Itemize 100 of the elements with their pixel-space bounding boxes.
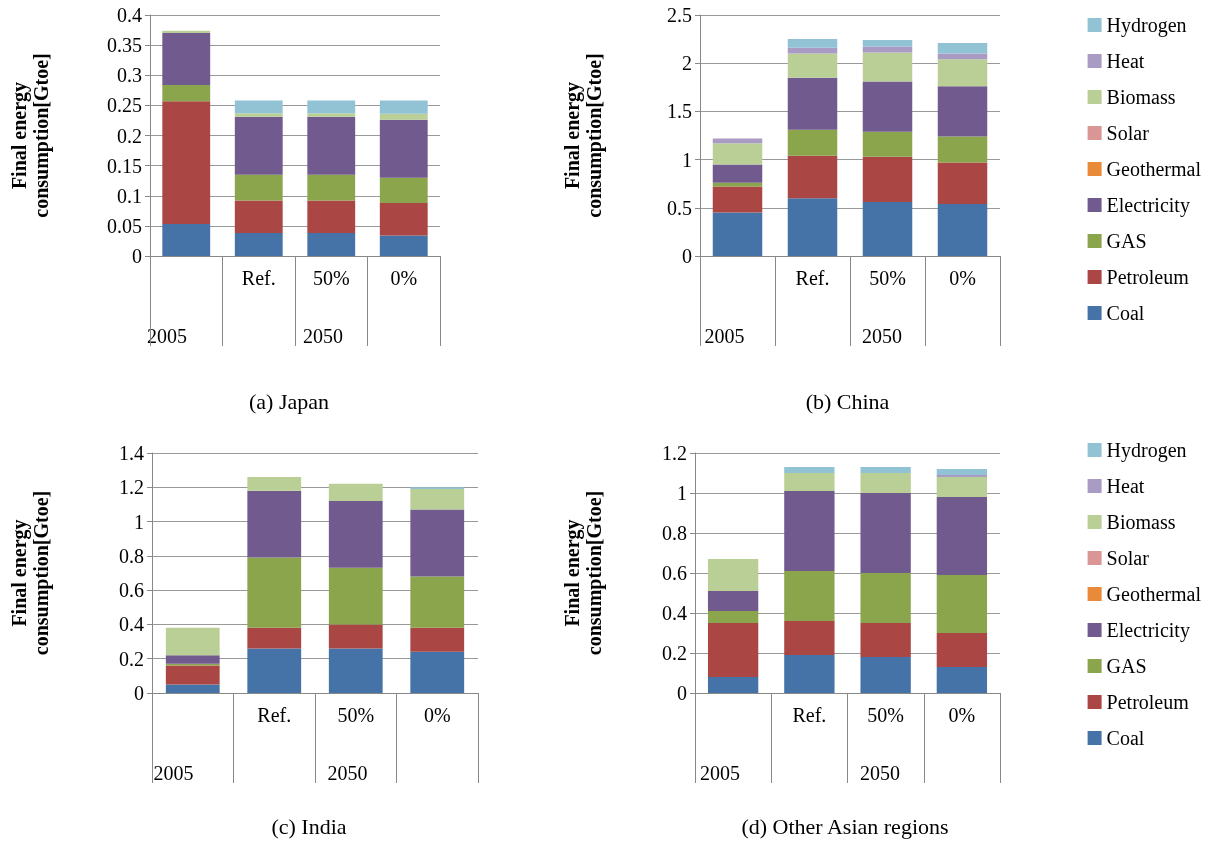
bar: [707, 591, 759, 611]
bar: [247, 648, 302, 693]
bar: [712, 212, 763, 256]
text: 2050: [327, 762, 368, 784]
bar: [234, 100, 283, 114]
y-tick-label: 0.8: [119, 544, 144, 567]
y-tick-label: 0.4: [662, 602, 687, 624]
text: (b) China: [805, 388, 890, 414]
x-tick-label: 0%: [949, 267, 976, 289]
bar: [165, 655, 220, 664]
y-tick-label: 2.5: [667, 4, 692, 26]
x-tick-label: 50%: [867, 704, 904, 726]
bar: [787, 155, 838, 199]
bar: [712, 186, 763, 213]
y-axis-title: Final energy consumption[Gtoe]: [8, 53, 53, 218]
bar: [307, 100, 356, 114]
x-tick-label: Ref.: [795, 267, 830, 289]
legend-label: Hydrogen: [1106, 439, 1187, 462]
y-axis-title: Final energy consumption[Gtoe]: [8, 490, 53, 656]
legend-label: Heat: [1106, 475, 1145, 497]
bar: [162, 84, 211, 102]
bar: [410, 509, 465, 577]
text: 2005: [700, 762, 740, 784]
y-tick-label: 1: [682, 148, 692, 171]
y-tick-label: 0.15: [107, 154, 142, 177]
legend-label: Heat: [1106, 50, 1145, 72]
bar: [937, 203, 988, 256]
bar: [862, 46, 913, 53]
bar: [862, 40, 913, 47]
bar: [936, 633, 988, 667]
legend-label: Geothermal: [1106, 583, 1202, 605]
bar: [707, 677, 759, 693]
bar: [247, 627, 302, 649]
text: (a) Japan: [248, 388, 330, 414]
bar: [410, 651, 465, 693]
bar: [379, 235, 428, 256]
bar: [247, 477, 302, 491]
bar: [712, 143, 763, 165]
bar: [307, 233, 356, 256]
bar: [410, 627, 465, 652]
x-tick-label: 0%: [948, 704, 976, 726]
legend-label: Solar: [1106, 547, 1150, 569]
y-tick-label: 0.5: [667, 196, 692, 219]
x-tick-label: 50%: [337, 704, 375, 726]
bar: [234, 174, 283, 201]
text: 2050: [860, 762, 900, 784]
bar: [860, 473, 911, 493]
bar: [712, 182, 763, 187]
bar: [328, 501, 383, 568]
bar: [787, 39, 838, 48]
text: 2005: [147, 325, 187, 347]
x-tick-label: Ref.: [241, 267, 276, 289]
legend-label: GAS: [1106, 655, 1147, 677]
bar: [784, 655, 835, 693]
legend-label: Coal: [1106, 302, 1145, 324]
bar: [234, 113, 283, 117]
y-tick-label: 0: [132, 245, 142, 267]
y-tick-label: 1: [677, 482, 687, 504]
bar: [860, 623, 911, 657]
bar: [860, 493, 911, 573]
y-tick-label: 0.2: [117, 124, 142, 147]
bar: [937, 42, 988, 54]
bar: [787, 47, 838, 54]
y-tick-label: 1.2: [662, 442, 687, 464]
y-tick-label: 0.3: [117, 64, 142, 87]
y-tick-label: 0.2: [119, 647, 144, 670]
y-tick-label: 0: [682, 245, 692, 267]
y-tick-label: 0: [677, 682, 687, 704]
x-tick-label: 50%: [312, 267, 350, 289]
bar: [860, 573, 911, 623]
legend-label: Biomass: [1106, 511, 1176, 533]
bar: [936, 575, 988, 633]
bar: [937, 86, 988, 137]
legend-label: GAS: [1106, 230, 1147, 252]
bar: [707, 623, 759, 677]
bar: [247, 490, 302, 558]
bar: [936, 497, 988, 575]
x-tick-label: 50%: [869, 267, 906, 289]
y-tick-label: 0.2: [662, 642, 687, 664]
legend-label: Geothermal: [1106, 158, 1202, 180]
bar: [379, 119, 428, 178]
y-tick-label: 0.25: [107, 94, 142, 117]
bar: [937, 162, 988, 204]
y-tick-label: 1.5: [667, 100, 692, 123]
bar: [787, 129, 838, 156]
legend-label: Biomass: [1106, 86, 1176, 108]
legend-label: Electricity: [1106, 619, 1190, 642]
bar: [936, 477, 988, 497]
bar: [379, 113, 428, 120]
text: (c) India: [271, 813, 347, 839]
bar: [784, 621, 835, 655]
y-tick-label: 0.6: [662, 562, 687, 584]
bar: [936, 469, 988, 475]
bar: [862, 52, 913, 82]
bar: [307, 113, 356, 117]
bar: [162, 101, 211, 225]
x-tick-label: 0%: [390, 267, 418, 289]
y-axis-title: Final energy consumption[Gtoe]: [561, 490, 606, 656]
y-tick-label: 0: [134, 682, 144, 704]
y-tick-label: 0.8: [662, 522, 687, 544]
